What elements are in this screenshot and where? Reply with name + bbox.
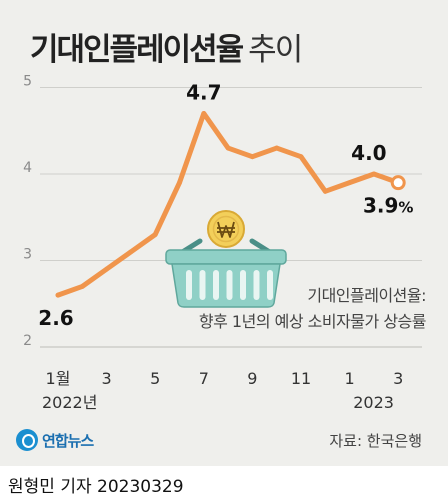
yonhap-logo: 연합뉴스 — [16, 427, 94, 453]
data-point — [55, 292, 61, 298]
source-note: 자료: 한국은행 — [329, 432, 422, 450]
logo-icon — [16, 429, 38, 451]
coin-rim — [212, 215, 240, 243]
data-point — [347, 180, 352, 186]
data-point — [79, 284, 85, 289]
x-tick-label: 1 — [345, 369, 355, 388]
data-label-unit: % — [398, 199, 413, 217]
basket-rim — [165, 249, 287, 265]
basket-slot — [240, 270, 246, 300]
data-label: 4.0 — [351, 141, 386, 165]
data-point — [322, 188, 328, 194]
definition-annotation: 기대인플레이션율: 향후 1년의 예상 소비자물가 상승률 — [198, 283, 427, 335]
annotation-line-1: 기대인플레이션율: — [307, 286, 426, 305]
data-point — [250, 154, 255, 160]
x-tick-label: 3 — [102, 369, 112, 388]
data-point — [298, 154, 304, 160]
data-point — [128, 249, 134, 255]
won-coin-icon — [207, 210, 245, 248]
data-point — [177, 180, 182, 186]
basket-slot — [253, 270, 260, 300]
data-label: 3.9% — [363, 194, 413, 218]
basket-slot — [226, 270, 233, 300]
x-tick-label: 7 — [199, 369, 209, 388]
data-point — [274, 145, 280, 151]
shopping-basket-icon — [165, 238, 287, 308]
logo-text: 연합뉴스 — [42, 431, 94, 450]
y-tick-label: 4 — [23, 160, 32, 176]
title-main-text: 기대인플레이션율 — [30, 32, 244, 68]
x-year-label: 2022년 — [42, 393, 97, 412]
x-year-label: 2023 — [353, 393, 394, 412]
y-tick-label: 3 — [23, 247, 32, 263]
chart-title: 기대인플레이션율 추이 — [30, 24, 303, 69]
data-point — [225, 145, 231, 151]
data-label: 2.6 — [38, 306, 73, 330]
x-tick-label: 5 — [150, 369, 160, 388]
x-tick-label: 9 — [247, 369, 257, 388]
basket-slot — [267, 270, 273, 300]
x-tick-label: 3 — [393, 369, 403, 388]
data-point — [152, 232, 158, 237]
x-tick-label: 1월 — [46, 369, 71, 388]
won-symbol — [217, 221, 235, 238]
y-tick-label: 5 — [23, 74, 32, 90]
data-point — [104, 266, 109, 272]
basket-slot — [186, 270, 192, 300]
annotation-line-2: 향후 1년의 예상 소비자물가 상승률 — [198, 312, 427, 331]
data-point — [371, 171, 377, 177]
basket-body — [171, 263, 281, 308]
y-tick-label: 2 — [23, 333, 32, 349]
title-sub-text: 추이 — [248, 32, 303, 68]
byline: 원형민 기자 20230329 — [8, 477, 184, 497]
data-label: 4.7 — [186, 80, 221, 104]
basket-slot — [199, 270, 206, 300]
basket-slot — [213, 270, 219, 300]
x-tick-label: 11 — [291, 369, 311, 388]
data-point — [201, 111, 207, 116]
end-point-marker — [390, 175, 406, 191]
